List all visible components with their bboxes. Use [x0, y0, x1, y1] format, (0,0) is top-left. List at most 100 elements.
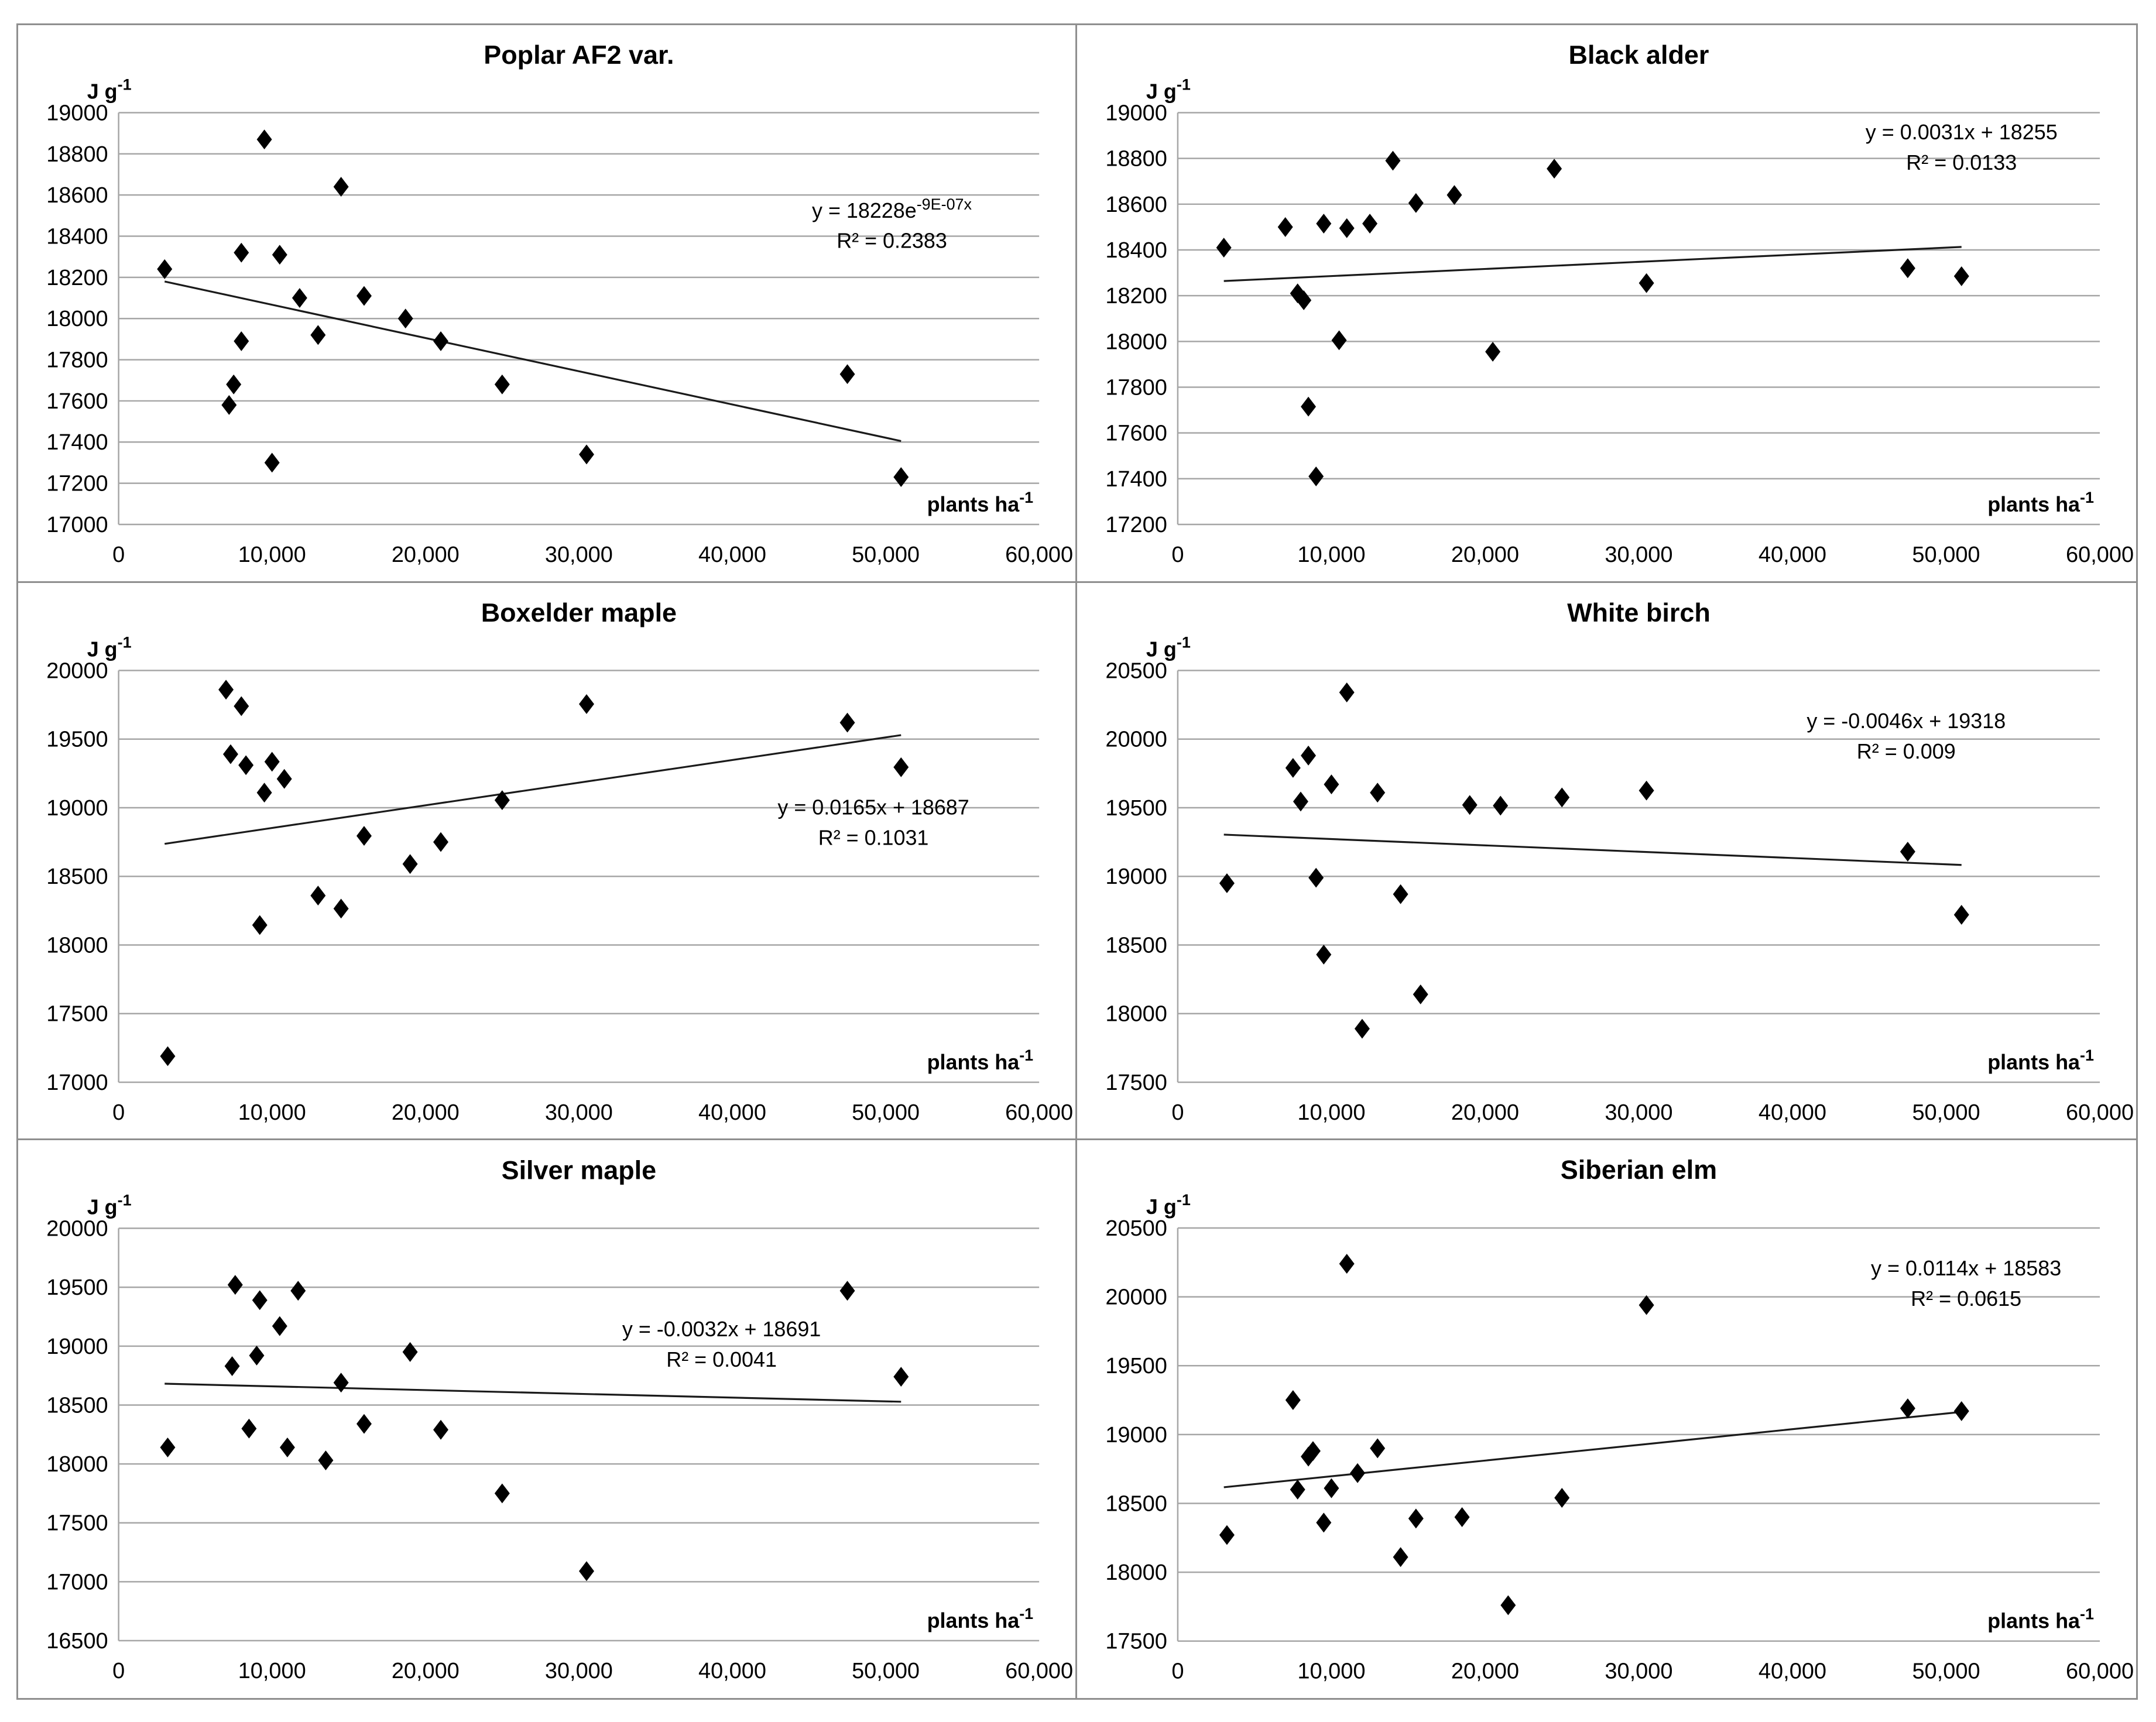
x-axis-unit-superscript: -1	[2080, 1047, 2094, 1064]
y-tick-label: 18000	[46, 1452, 108, 1477]
x-tick-label: 10,000	[238, 543, 306, 567]
r-squared-label: R² = 0.1031	[818, 826, 929, 849]
equation-label: y = 0.0165x + 18687	[777, 795, 969, 819]
y-tick-label: 17400	[1105, 467, 1167, 492]
y-tick-label: 19000	[46, 796, 108, 821]
data-point	[356, 825, 372, 846]
y-tick-label: 20000	[46, 1217, 108, 1241]
data-point	[1301, 396, 1317, 417]
data-point	[579, 1561, 594, 1582]
y-tick-label: 20500	[1105, 1216, 1167, 1241]
data-point	[1639, 273, 1654, 293]
equation-label: y = -0.0046x + 19318	[1807, 709, 2006, 733]
x-tick-label: 50,000	[1912, 1659, 1980, 1684]
data-point	[157, 259, 173, 279]
y-tick-label: 18200	[1105, 284, 1167, 308]
data-point	[1331, 330, 1347, 351]
y-tick-label: 19500	[46, 727, 108, 752]
x-tick-label: 40,000	[698, 1100, 766, 1124]
x-tick-label: 50,000	[852, 543, 920, 567]
x-tick-label: 40,000	[1759, 1100, 1826, 1124]
y-tick-label: 17500	[1105, 1071, 1167, 1095]
y-axis-unit-superscript: -1	[118, 633, 132, 651]
chart-panel-black-alder: 17200 17400 17600 17800 18000 18200 18400 18600…	[1077, 25, 2136, 583]
y-tick-label: 20000	[1105, 727, 1167, 752]
data-point	[1277, 217, 1293, 237]
x-tick-label: 60,000	[1005, 1100, 1073, 1124]
scatter-chart-boxelder-maple: 17000 17500 18000 18500 19000 19500 20000 0 10,0…	[46, 597, 1073, 1124]
equation-label: y = 0.0031x + 18255	[1866, 120, 2058, 144]
x-tick-label: 30,000	[1605, 1659, 1672, 1684]
y-tick-label: 17200	[1105, 513, 1167, 537]
y-tick-label: 17600	[46, 389, 108, 414]
x-tick-label: 40,000	[1759, 543, 1826, 567]
chart-title: Black alder	[1569, 40, 1709, 70]
y-tick-label: 17000	[46, 513, 108, 537]
data-point	[218, 680, 234, 699]
data-point	[433, 1420, 448, 1440]
data-point	[1393, 884, 1408, 904]
y-axis-unit-label: J g-1	[1146, 633, 1191, 661]
x-tick-label: 0	[1171, 1659, 1184, 1684]
y-tick-label: 18600	[46, 183, 108, 208]
x-tick-label: 20,000	[392, 543, 460, 567]
y-tick-label: 17000	[46, 1570, 108, 1595]
data-point	[1900, 1398, 1915, 1419]
data-point	[224, 1356, 240, 1377]
x-tick-label: 0	[112, 1100, 125, 1124]
x-axis-unit-label: plants ha-1	[927, 489, 1034, 516]
r-squared-label: R² = 0.009	[1857, 739, 1956, 763]
chart-title: Poplar AF2 var.	[484, 40, 674, 70]
x-tick-label: 30,000	[1605, 1100, 1672, 1124]
data-point	[579, 694, 594, 714]
data-point	[234, 331, 249, 351]
data-point	[1493, 795, 1509, 816]
y-tick-label: 20500	[1105, 658, 1167, 683]
data-point	[1301, 745, 1317, 766]
y-tick-label: 18500	[46, 1394, 108, 1418]
x-tick-label: 50,000	[1912, 543, 1980, 567]
data-point	[433, 832, 448, 852]
data-point	[1900, 258, 1915, 279]
x-axis-unit-superscript: -1	[1019, 489, 1033, 506]
y-tick-label: 18000	[46, 307, 108, 331]
y-axis-unit-superscript: -1	[1177, 1191, 1191, 1209]
x-axis-unit-label: plants ha-1	[1987, 1047, 2094, 1074]
data-point	[238, 755, 254, 775]
data-point	[1316, 1512, 1332, 1533]
data-point	[1308, 466, 1324, 486]
y-tick-label: 17500	[46, 1001, 108, 1026]
data-point	[1219, 1525, 1235, 1545]
x-axis-unit-superscript: -1	[1019, 1047, 1033, 1064]
equation-label: y = 18228e-9E-07x	[812, 195, 972, 222]
y-tick-label: 18000	[1105, 1001, 1167, 1026]
chart-panel-silver-maple: 16500 17000 17500 18000 18500 19000 19500 20000…	[18, 1140, 1077, 1698]
data-point	[1362, 214, 1378, 234]
data-point	[1385, 150, 1401, 171]
y-tick-label: 18500	[1105, 933, 1167, 958]
scatter-chart-silver-maple: 16500 17000 17500 18000 18500 19000 19500 20000…	[46, 1155, 1073, 1683]
data-point	[249, 1346, 265, 1366]
data-point	[1547, 159, 1562, 179]
data-point	[1953, 1401, 1969, 1422]
data-point	[241, 1419, 257, 1439]
data-point	[1462, 795, 1478, 815]
y-tick-label: 17200	[46, 472, 108, 496]
data-point	[839, 712, 855, 733]
data-point	[356, 286, 372, 306]
data-point	[1447, 185, 1462, 205]
y-tick-label: 18800	[1105, 147, 1167, 171]
x-tick-label: 30,000	[545, 1659, 613, 1683]
x-tick-label: 20,000	[1451, 543, 1519, 567]
x-tick-label: 60,000	[1005, 543, 1073, 567]
x-tick-label: 50,000	[852, 1100, 920, 1124]
y-tick-label: 19500	[1105, 1354, 1167, 1379]
data-point	[1296, 290, 1312, 310]
y-axis-unit-superscript: -1	[118, 1192, 132, 1209]
data-point	[290, 1281, 306, 1301]
equation-label: y = 0.0114x + 18583	[1871, 1256, 2061, 1280]
y-tick-label: 19000	[1105, 1423, 1167, 1447]
data-point	[272, 1316, 287, 1336]
y-tick-label: 17600	[1105, 421, 1167, 446]
